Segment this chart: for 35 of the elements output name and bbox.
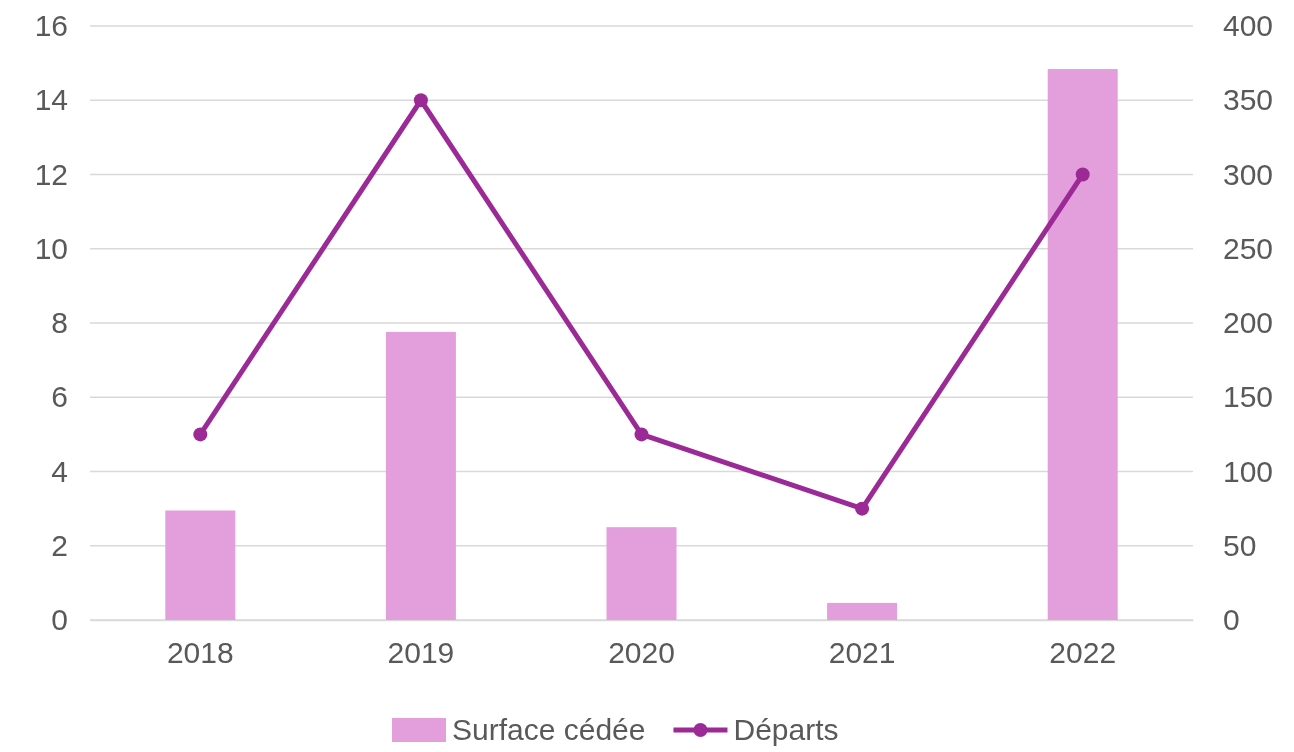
bar bbox=[385, 331, 456, 620]
y2-tick-label: 100 bbox=[1223, 454, 1274, 488]
legend-label: Surface cédée bbox=[452, 713, 646, 746]
x-tick-label: 2021 bbox=[828, 636, 896, 670]
x-tick-label: 2020 bbox=[608, 636, 675, 670]
bar bbox=[827, 602, 898, 620]
x-tick-label: 2019 bbox=[387, 636, 455, 670]
y2-tick-label: 50 bbox=[1223, 528, 1257, 562]
y-tick-label: 2 bbox=[51, 528, 68, 562]
y2-tick-label: 400 bbox=[1223, 9, 1274, 43]
point bbox=[1075, 167, 1090, 182]
bar bbox=[606, 527, 677, 620]
y-tick-label: 14 bbox=[34, 83, 68, 117]
y2-tick-label: 350 bbox=[1223, 83, 1274, 117]
y2-tick-label: 250 bbox=[1223, 231, 1274, 265]
y2-tick-label: 0 bbox=[1223, 603, 1240, 637]
bar bbox=[165, 510, 236, 620]
y2-tick-label: 300 bbox=[1223, 157, 1274, 191]
point bbox=[634, 427, 649, 442]
legend-label: Départs bbox=[733, 713, 839, 746]
y-tick-label: 8 bbox=[51, 306, 68, 340]
bar bbox=[1047, 69, 1118, 620]
y-tick-label: 12 bbox=[34, 157, 68, 191]
y-tick-label: 0 bbox=[51, 603, 68, 637]
y2-tick-label: 150 bbox=[1223, 380, 1274, 414]
x-tick-label: 2022 bbox=[1049, 636, 1117, 670]
y-tick-label: 16 bbox=[34, 9, 68, 43]
y2-tick-label: 200 bbox=[1223, 306, 1274, 340]
y-tick-label: 6 bbox=[51, 380, 68, 414]
y-tick-label: 4 bbox=[51, 454, 68, 488]
point bbox=[855, 501, 870, 516]
point bbox=[413, 93, 428, 108]
x-tick-label: 2018 bbox=[166, 636, 234, 670]
point bbox=[193, 427, 208, 442]
y-tick-label: 10 bbox=[34, 231, 68, 265]
